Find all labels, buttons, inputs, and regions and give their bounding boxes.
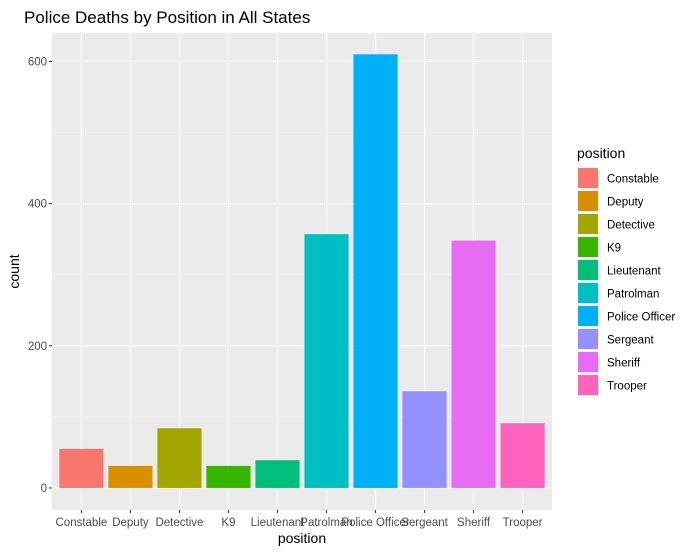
legend-label: K9 [607, 243, 621, 255]
bar-deputy [108, 465, 153, 488]
y-axis-title: count [6, 254, 22, 288]
bar-lieutenant [255, 460, 300, 488]
legend-label: Trooper [607, 381, 647, 393]
bar-constable [59, 448, 104, 488]
y-tick-label: 0 [41, 483, 47, 495]
legend-label: Patrolman [607, 289, 659, 301]
x-tick-label: Sheriff [457, 517, 491, 529]
legend-title: position [577, 145, 625, 161]
bar-sheriff [451, 240, 496, 488]
legend-label: Sergeant [607, 335, 654, 347]
x-axis-title: position [278, 530, 326, 546]
legend-swatch [578, 329, 598, 349]
legend-swatch [578, 168, 598, 188]
legend-swatch [578, 375, 598, 395]
legend-swatch [578, 237, 598, 257]
x-tick-label: Constable [56, 517, 108, 529]
x-tick-label: Deputy [112, 517, 149, 529]
x-tick-label: Lieutenant [251, 517, 306, 529]
x-tick-label: Trooper [503, 517, 543, 529]
bar-patrolman [304, 234, 349, 488]
x-tick-label: Police Officer [341, 517, 409, 529]
y-tick-label: 200 [28, 341, 47, 353]
y-tick-label: 400 [28, 199, 47, 211]
legend-label: Sheriff [607, 358, 641, 370]
x-axis: Constable Deputy Detective K9 LieutenantPatr… [56, 510, 543, 529]
legend-swatch [578, 214, 598, 234]
legend-label: Police Officer [607, 312, 675, 324]
bar-trooper [500, 423, 545, 488]
x-tick-label: Detective [155, 517, 203, 529]
y-tick-label: 600 [28, 56, 47, 68]
legend: position Constable Deputy Detective K9 Lieut… [577, 145, 675, 396]
legend-label: Deputy [607, 197, 644, 209]
x-tick-label: K9 [221, 517, 235, 529]
bar-sergeant [402, 391, 447, 488]
legend-swatch [578, 352, 598, 372]
legend-label: Detective [607, 220, 655, 232]
legend-swatch [578, 283, 598, 303]
legend-swatch [578, 191, 598, 211]
x-tick-label: Patrolman [300, 517, 352, 529]
x-tick-label: Sergeant [401, 517, 448, 529]
legend-swatch [578, 260, 598, 280]
bars [59, 54, 545, 488]
y-axis: 0 200 400 600 [28, 56, 52, 495]
bar-k9 [206, 465, 251, 488]
legend-swatch [578, 306, 598, 326]
chart-title: Police Deaths by Position in All States [24, 8, 310, 27]
legend-label: Lieutenant [607, 266, 662, 278]
bar-detective [157, 428, 202, 488]
bar-police-officer [353, 54, 398, 488]
legend-label: Constable [607, 174, 659, 186]
